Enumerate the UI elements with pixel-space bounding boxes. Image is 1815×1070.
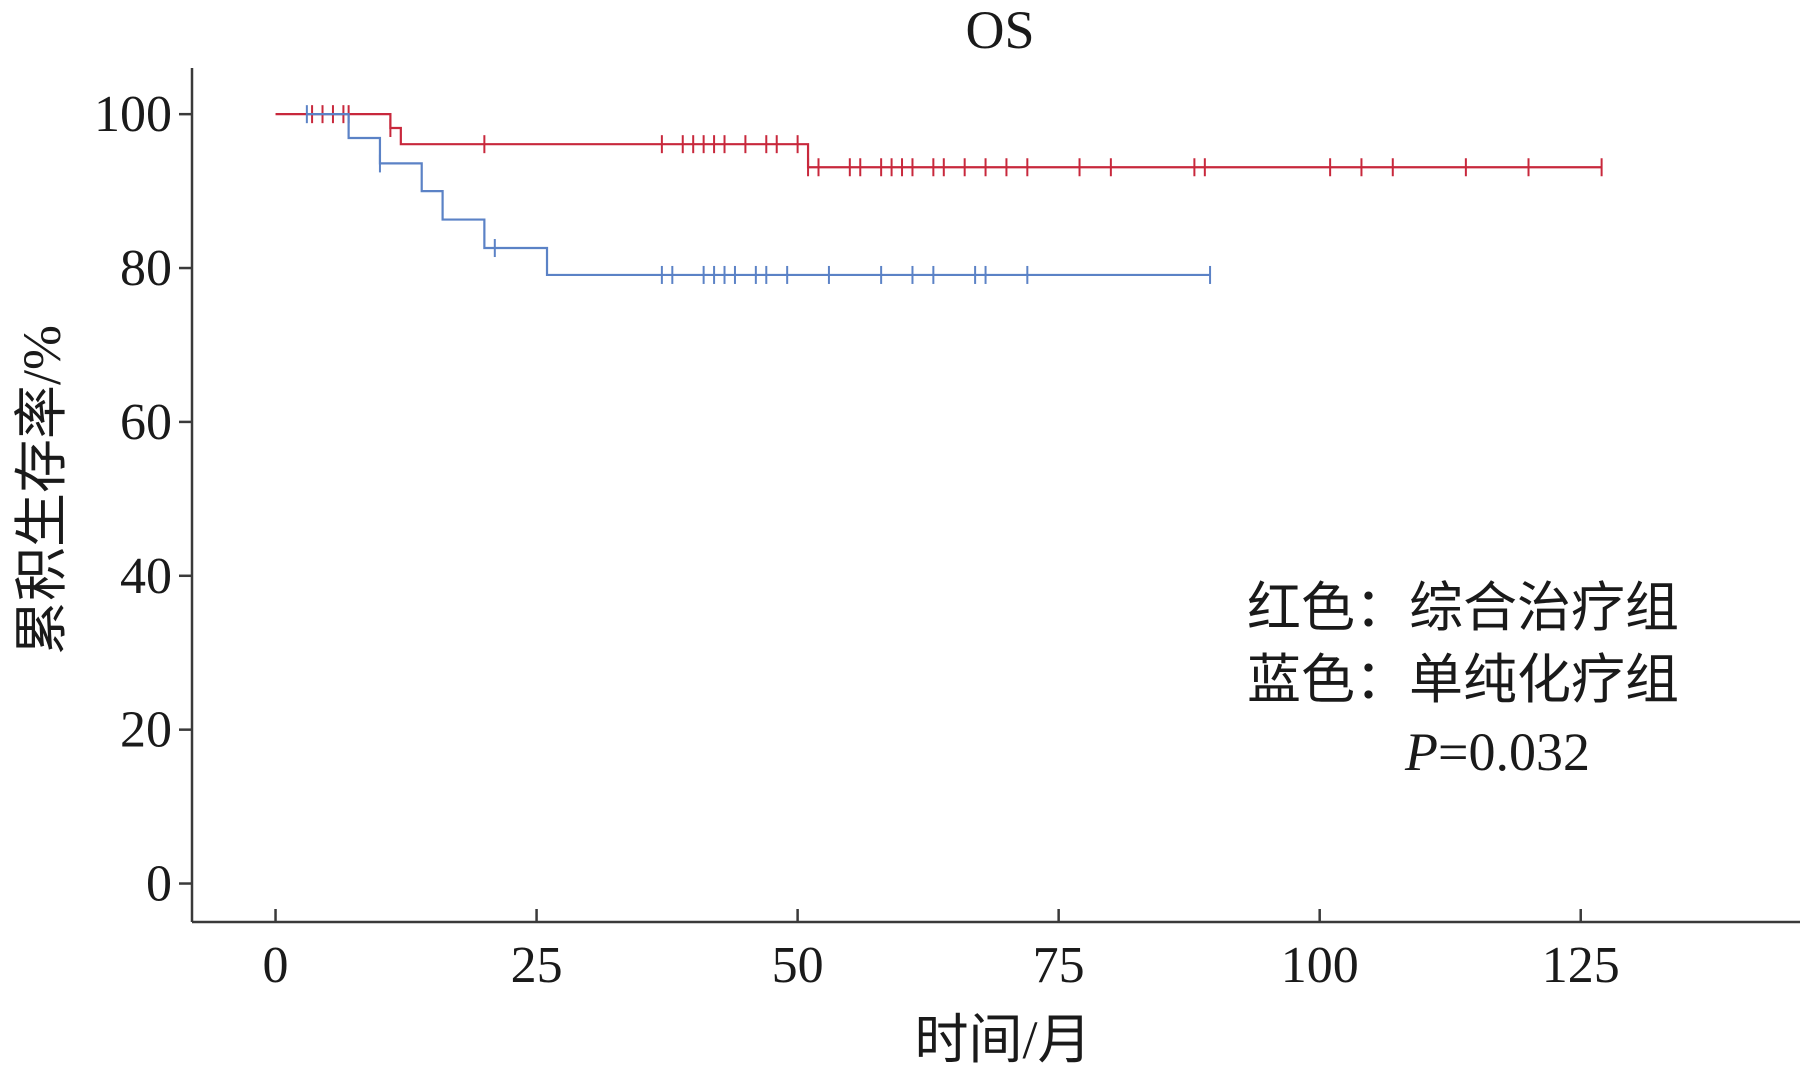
y-axis-title: 累积生存率/% [12, 325, 72, 655]
series-0 [275, 105, 1603, 177]
series-1 [305, 105, 1212, 284]
x-tick-label: 75 [1033, 937, 1085, 994]
survival-curve-0 [275, 113, 1602, 169]
x-tick-label: 25 [511, 937, 563, 994]
x-tick-label: 0 [263, 937, 289, 994]
y-tick-label: 80 [120, 240, 172, 297]
y-tick-label: 0 [146, 856, 172, 913]
legend-line-red: 红色：综合治疗组 [1247, 578, 1679, 638]
x-tick-label: 100 [1281, 937, 1359, 994]
chart-title: OS [965, 0, 1034, 60]
p-value-number: =0.032 [1438, 722, 1590, 782]
series-layer [275, 105, 1603, 284]
p-value-label: P [1404, 722, 1438, 782]
y-tick-label: 100 [94, 86, 172, 143]
x-tick-label: 125 [1542, 937, 1620, 994]
p-value-text: P=0.032 [1404, 722, 1590, 782]
survival-curve-1 [306, 113, 1211, 277]
legend: 红色：综合治疗组 蓝色：单纯化疗组 P=0.032 [1247, 578, 1679, 782]
y-tick-label: 60 [120, 394, 172, 451]
y-axis: 0 20 40 60 80 100 [94, 68, 194, 922]
y-tick-label: 20 [120, 702, 172, 759]
x-axis: 0 25 50 75 100 125 [192, 909, 1800, 994]
y-tick-label: 40 [120, 548, 172, 605]
x-axis-title: 时间/月 [914, 1010, 1091, 1070]
x-tick-label: 50 [772, 937, 824, 994]
legend-line-blue: 蓝色：单纯化疗组 [1247, 650, 1679, 710]
